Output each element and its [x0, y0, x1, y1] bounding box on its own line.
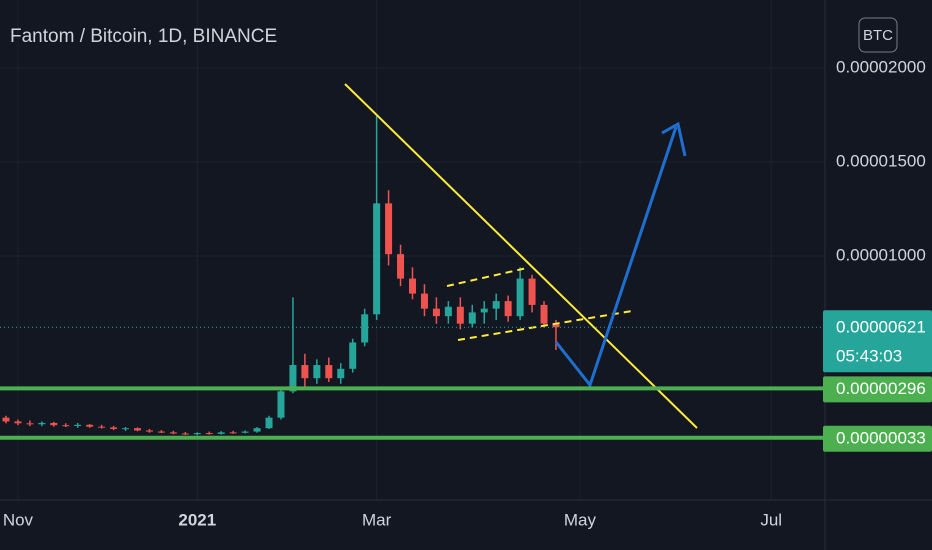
candle-body — [169, 432, 177, 434]
candle-body — [373, 203, 381, 315]
candle-body — [157, 431, 165, 433]
countdown: 05:43:03 — [836, 347, 902, 366]
candle-body — [349, 342, 357, 369]
level-tag — [823, 376, 932, 403]
level-label: 0.00000033 — [836, 428, 926, 447]
candle-body — [516, 278, 524, 317]
chart-title: Fantom / Bitcoin, 1D, BINANCE — [10, 26, 277, 47]
candle-body — [432, 308, 440, 317]
candle-body — [14, 421, 22, 424]
y-tick-label: 0.00001000 — [836, 245, 926, 264]
drawings — [344, 83, 698, 429]
level-tag — [823, 425, 932, 452]
x-tick-label: 2021 — [178, 510, 216, 529]
grid — [0, 0, 825, 500]
candle-body — [98, 426, 106, 428]
price-label: 0.00000621 — [836, 318, 926, 337]
candle-body — [289, 365, 297, 392]
level-label: 0.00000296 — [836, 379, 926, 398]
trend-line — [344, 83, 698, 429]
candle-body — [205, 433, 213, 435]
candle-body — [26, 423, 34, 425]
candle-body — [409, 278, 416, 294]
candle-body — [2, 417, 10, 422]
candle-body — [385, 203, 393, 255]
candle-body — [50, 422, 58, 426]
candle-body — [265, 417, 273, 429]
candle-body — [325, 365, 333, 379]
arrow-head — [661, 121, 687, 157]
candle-body — [337, 368, 345, 379]
candle-body — [420, 293, 428, 309]
candle-body — [74, 424, 82, 426]
candle-body — [444, 306, 452, 317]
channel-lower — [457, 310, 633, 341]
candle-body — [480, 308, 488, 313]
candles — [2, 115, 560, 436]
currency-button[interactable] — [858, 17, 898, 53]
candle-body — [241, 431, 249, 433]
candle-body — [456, 306, 464, 324]
overlay — [0, 326, 825, 440]
channel-upper — [446, 267, 528, 287]
x-tick-label: Nov — [3, 510, 34, 529]
candle-body — [38, 422, 46, 425]
candle-body — [313, 365, 321, 379]
candle-body — [397, 254, 405, 279]
candle-body — [229, 432, 237, 434]
candle-body — [193, 433, 201, 435]
candle-body — [468, 312, 476, 324]
currency-label[interactable]: BTC — [863, 27, 893, 44]
candle-body — [552, 323, 560, 328]
candle-body — [528, 278, 536, 305]
candle-body — [492, 301, 500, 309]
x-tick-label: Jul — [760, 510, 782, 529]
candle-body — [253, 428, 261, 432]
candle-body — [217, 432, 225, 434]
y-tick-label: 0.00001500 — [836, 152, 926, 171]
candle-body — [361, 314, 369, 343]
candle-body — [277, 391, 285, 418]
candle-body — [86, 424, 94, 427]
candle-body — [62, 425, 70, 427]
candle-body — [122, 428, 130, 430]
candle-body — [181, 433, 189, 435]
candle-body — [504, 301, 512, 317]
x-tick-label: Mar — [362, 510, 392, 529]
candle-body — [110, 427, 118, 429]
x-tick-label: May — [564, 510, 597, 529]
candle-body — [134, 428, 141, 431]
candle-body — [540, 304, 548, 324]
candle-body — [145, 430, 153, 432]
y-tick-label: 0.00002000 — [836, 58, 926, 77]
candle-body — [301, 365, 309, 379]
projection-arrow — [554, 126, 678, 389]
price-tag — [823, 310, 932, 373]
